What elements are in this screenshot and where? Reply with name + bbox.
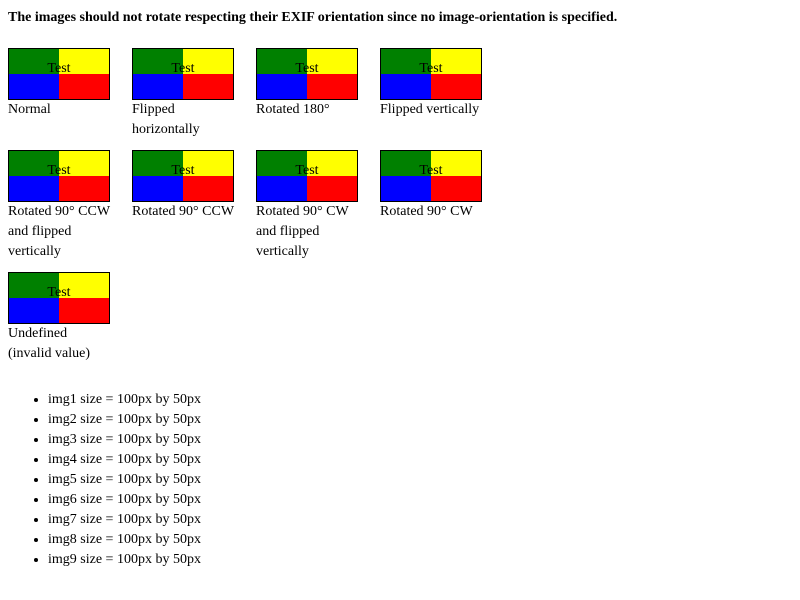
blue-quadrant xyxy=(9,74,59,99)
blue-quadrant xyxy=(257,176,307,201)
green-quadrant xyxy=(9,151,59,176)
green-quadrant xyxy=(9,49,59,74)
test-image-9: Test xyxy=(8,272,110,324)
yellow-quadrant xyxy=(431,151,481,176)
red-quadrant xyxy=(183,176,233,201)
yellow-quadrant xyxy=(183,151,233,176)
blue-quadrant xyxy=(9,298,59,323)
size-item: img4 size = 100px by 50px xyxy=(48,450,201,470)
image-caption: Rotated 90° CW and flipped vertically xyxy=(256,204,349,259)
image-figure-8: Test Rotated 90° CW xyxy=(380,150,490,222)
size-item: img7 size = 100px by 50px xyxy=(48,510,201,530)
image-text: Test xyxy=(171,163,195,178)
image-text: Test xyxy=(171,61,195,76)
yellow-quadrant xyxy=(431,49,481,74)
page-heading: The images should not rotate respecting … xyxy=(8,10,618,25)
size-item: img3 size = 100px by 50px xyxy=(48,430,201,450)
green-quadrant xyxy=(381,49,431,74)
image-figure-3: Test Rotated 180° xyxy=(256,48,366,120)
yellow-quadrant xyxy=(59,49,109,74)
yellow-quadrant xyxy=(59,151,109,176)
image-caption: Undefined (invalid value) xyxy=(8,326,91,361)
image-figure-2: Test Flipped horizontally xyxy=(132,48,242,140)
red-quadrant xyxy=(183,74,233,99)
size-item: img1 size = 100px by 50px xyxy=(48,390,201,410)
size-item: img6 size = 100px by 50px xyxy=(48,490,201,510)
green-quadrant xyxy=(9,273,59,298)
green-quadrant xyxy=(257,49,307,74)
blue-quadrant xyxy=(133,74,183,99)
image-text: Test xyxy=(419,163,443,178)
size-item: img2 size = 100px by 50px xyxy=(48,410,201,430)
test-image-8: Test xyxy=(380,150,482,202)
size-item: img8 size = 100px by 50px xyxy=(48,530,201,550)
test-image-1: Test xyxy=(8,48,110,100)
yellow-quadrant xyxy=(59,273,109,298)
image-text: Test xyxy=(295,163,319,178)
image-text: Test xyxy=(419,61,443,76)
blue-quadrant xyxy=(381,74,431,99)
image-figure-6: Test Rotated 90° CCW xyxy=(132,150,242,222)
red-quadrant xyxy=(59,298,109,323)
green-quadrant xyxy=(257,151,307,176)
blue-quadrant xyxy=(9,176,59,201)
image-figure-5: Test Rotated 90° CCW and flipped vertica… xyxy=(8,150,118,262)
image-figure-7: Test Rotated 90° CW and flipped vertical… xyxy=(256,150,366,262)
image-caption: Flipped vertically xyxy=(380,102,480,117)
test-image-4: Test xyxy=(380,48,482,100)
test-image-5: Test xyxy=(8,150,110,202)
image-text: Test xyxy=(47,61,71,76)
green-quadrant xyxy=(133,151,183,176)
image-caption: Normal xyxy=(8,102,51,117)
green-quadrant xyxy=(381,151,431,176)
image-text: Test xyxy=(295,61,319,76)
size-item: img9 size = 100px by 50px xyxy=(48,550,201,570)
image-figure-1: Test Normal xyxy=(8,48,118,120)
image-caption: Rotated 90° CCW and flipped vertically xyxy=(8,204,110,259)
size-item: img5 size = 100px by 50px xyxy=(48,470,201,490)
red-quadrant xyxy=(431,176,481,201)
blue-quadrant xyxy=(133,176,183,201)
green-quadrant xyxy=(133,49,183,74)
yellow-quadrant xyxy=(307,151,357,176)
image-size-list: img1 size = 100px by 50px img2 size = 10… xyxy=(8,390,201,570)
red-quadrant xyxy=(59,74,109,99)
image-caption: Rotated 90° CCW xyxy=(132,204,235,219)
test-image-2: Test xyxy=(132,48,234,100)
test-image-7: Test xyxy=(256,150,358,202)
blue-quadrant xyxy=(381,176,431,201)
image-caption: Rotated 180° xyxy=(256,102,330,117)
test-image-3: Test xyxy=(256,48,358,100)
red-quadrant xyxy=(431,74,481,99)
image-text: Test xyxy=(47,163,71,178)
image-caption: Rotated 90° CW xyxy=(380,204,473,219)
image-caption: Flipped horizontally xyxy=(132,102,200,137)
red-quadrant xyxy=(307,176,357,201)
yellow-quadrant xyxy=(183,49,233,74)
red-quadrant xyxy=(307,74,357,99)
image-text: Test xyxy=(47,285,71,300)
test-image-6: Test xyxy=(132,150,234,202)
yellow-quadrant xyxy=(307,49,357,74)
red-quadrant xyxy=(59,176,109,201)
blue-quadrant xyxy=(257,74,307,99)
image-figure-4: Test Flipped vertically xyxy=(380,48,490,120)
image-figure-9: Test Undefined (invalid value) xyxy=(8,272,118,364)
